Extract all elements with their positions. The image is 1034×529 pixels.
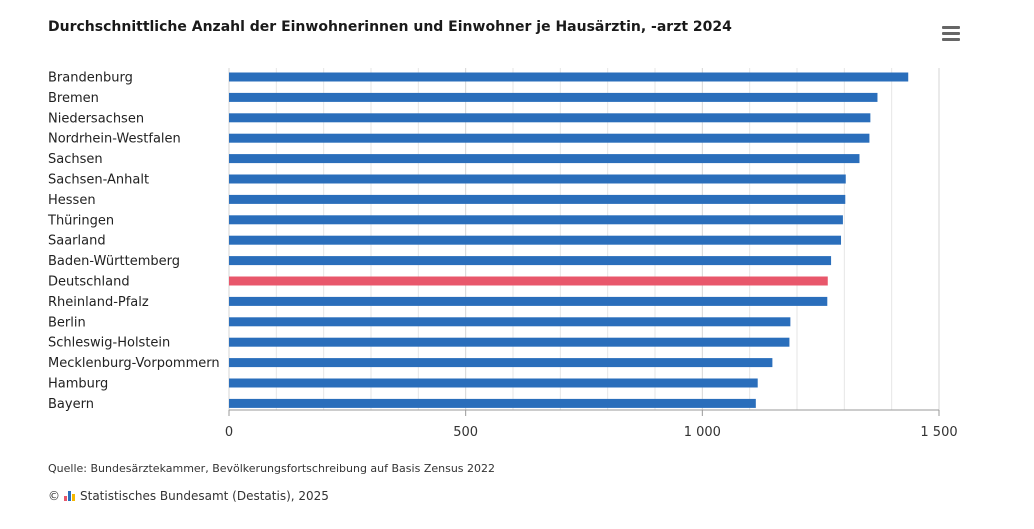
copyright-line: © Statistisches Bundesamt (Destatis), 20… bbox=[48, 489, 329, 503]
bar[interactable] bbox=[229, 296, 828, 306]
category-label: Saarland bbox=[48, 234, 106, 249]
source-note: Quelle: Bundesärztekammer, Bevölkerungsf… bbox=[48, 462, 496, 475]
bar[interactable] bbox=[229, 398, 756, 408]
x-tick-label: 1 000 bbox=[684, 425, 721, 440]
bar[interactable] bbox=[229, 256, 832, 266]
destatis-logo-icon bbox=[64, 491, 76, 501]
bar[interactable] bbox=[229, 215, 843, 225]
category-label: Deutschland bbox=[48, 275, 130, 290]
bar[interactable] bbox=[229, 317, 791, 327]
category-label: Nordrhein-Westfalen bbox=[48, 132, 181, 147]
category-label: Berlin bbox=[48, 315, 86, 330]
category-label: Niedersachsen bbox=[48, 111, 144, 126]
x-tick-label: 0 bbox=[225, 425, 233, 440]
bar[interactable] bbox=[229, 378, 758, 388]
bar[interactable] bbox=[229, 72, 909, 82]
bar[interactable] bbox=[229, 113, 871, 123]
category-label: Bremen bbox=[48, 91, 99, 106]
x-tick-label: 1 500 bbox=[920, 425, 957, 440]
category-label: Schleswig-Holstein bbox=[48, 336, 170, 351]
category-label: Hamburg bbox=[48, 377, 108, 392]
bar[interactable] bbox=[229, 133, 870, 143]
copyright-text: Statistisches Bundesamt (Destatis), 2025 bbox=[80, 489, 329, 503]
bar[interactable] bbox=[229, 154, 860, 164]
chart-title: Durchschnittliche Anzahl der Einwohnerin… bbox=[48, 19, 732, 35]
bar[interactable] bbox=[229, 174, 846, 184]
category-label: Rheinland-Pfalz bbox=[48, 295, 149, 310]
category-label: Sachsen bbox=[48, 152, 103, 167]
category-label: Baden-Württemberg bbox=[48, 254, 180, 269]
category-label: Bayern bbox=[48, 397, 94, 412]
bar[interactable] bbox=[229, 276, 828, 286]
x-tick-label: 500 bbox=[453, 425, 478, 440]
hamburger-menu-icon[interactable] bbox=[942, 26, 960, 42]
bar[interactable] bbox=[229, 194, 846, 204]
category-label: Thüringen bbox=[47, 213, 114, 228]
category-label: Hessen bbox=[48, 193, 96, 208]
bar[interactable] bbox=[229, 337, 790, 347]
category-label: Mecklenburg-Vorpommern bbox=[48, 356, 220, 371]
bar[interactable] bbox=[229, 235, 842, 245]
bar[interactable] bbox=[229, 92, 878, 102]
bar[interactable] bbox=[229, 358, 773, 368]
bar-chart: Brandenburg Bremen Niedersachsen Nordrhein-… bbox=[47, 68, 958, 440]
category-label: Brandenburg bbox=[48, 71, 133, 86]
copyright-symbol: © bbox=[48, 489, 60, 503]
category-label: Sachsen-Anhalt bbox=[48, 173, 149, 188]
